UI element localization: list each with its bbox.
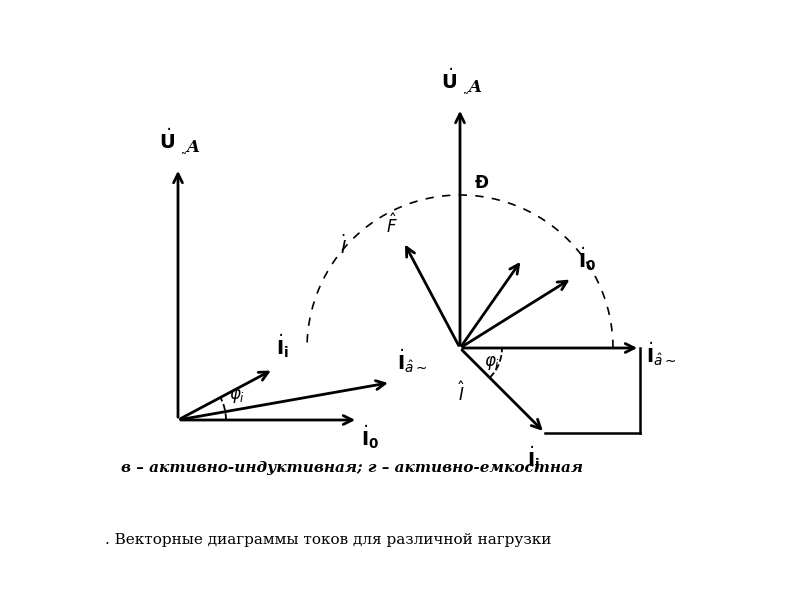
Text: Ð: Ð — [475, 174, 489, 192]
Text: A: A — [468, 79, 481, 96]
Text: $\dot{\mathbf{I}}_{\mathbf{i}}$: $\dot{\mathbf{I}}_{\mathbf{i}}$ — [276, 332, 290, 360]
Text: в – активно-индуктивная; г – активно-емкостная: в – активно-индуктивная; г – активно-емк… — [121, 461, 583, 475]
Text: $\dot{\mathbf{I}}_{\hat{a}\sim}$: $\dot{\mathbf{I}}_{\hat{a}\sim}$ — [646, 340, 677, 368]
Text: . Векторные диаграммы токов для различной нагрузки: . Векторные диаграммы токов для различно… — [105, 533, 551, 547]
Text: $\dot{\mathbf{I}}_{\hat{a}\sim}$: $\dot{\mathbf{I}}_{\hat{a}\sim}$ — [397, 347, 427, 375]
Text: $\~{}$: $\~{}$ — [463, 86, 469, 99]
Text: $\dot{\mathbf{I}}_{\mathbf{0}}$: $\dot{\mathbf{I}}_{\mathbf{0}}$ — [578, 245, 596, 273]
Text: $\dot{\mathbf{I}}_{\mathbf{i}}$: $\dot{\mathbf{I}}_{\mathbf{i}}$ — [527, 443, 540, 472]
Text: $\dot{\mathbf{I}}_{\mathbf{0}}$: $\dot{\mathbf{I}}_{\mathbf{0}}$ — [361, 423, 379, 451]
Text: $\hat{F}$: $\hat{F}$ — [386, 214, 398, 237]
Text: $\hat{I}$: $\hat{I}$ — [458, 381, 466, 404]
Text: $\varphi_i$: $\varphi_i$ — [229, 387, 245, 405]
Text: $\varphi_i$: $\varphi_i$ — [484, 354, 500, 372]
Text: $\~{}$: $\~{}$ — [181, 146, 187, 159]
Text: $\dot{\mathbf{U}}$: $\dot{\mathbf{U}}$ — [159, 128, 175, 153]
Text: A: A — [186, 139, 198, 156]
Text: $\dot{\mathbf{U}}$: $\dot{\mathbf{U}}$ — [441, 68, 457, 93]
Text: $\dot{I}$: $\dot{I}$ — [339, 235, 346, 257]
